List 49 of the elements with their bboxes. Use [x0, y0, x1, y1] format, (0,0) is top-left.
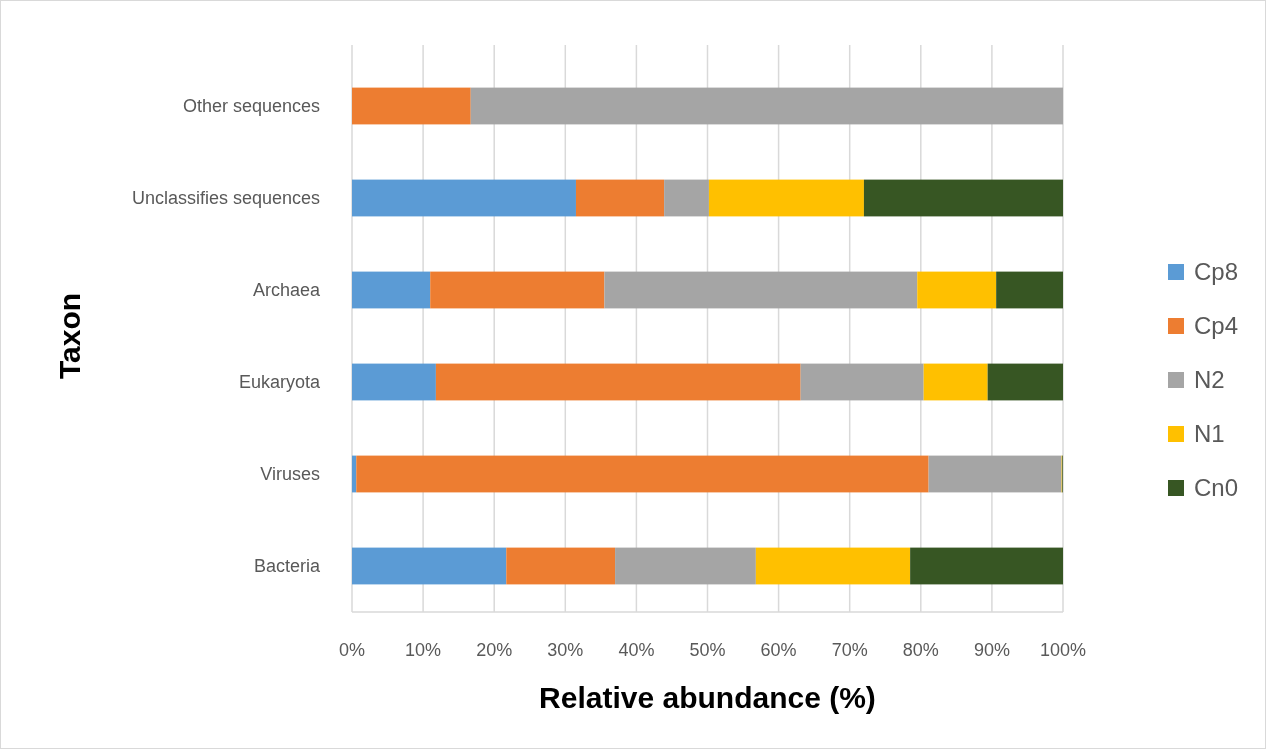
x-tick-label: 80%	[902, 640, 939, 660]
bar	[923, 363, 988, 401]
bar	[910, 547, 1063, 585]
x-tick-label: 100%	[1039, 640, 1087, 660]
bar	[352, 271, 431, 309]
y-tick-label: Bacteria	[253, 556, 321, 577]
legend-label: Cp8	[1194, 258, 1239, 286]
bar	[352, 179, 576, 217]
bar	[615, 547, 756, 585]
y-tick-label: Eukaryota	[238, 372, 321, 393]
bar	[755, 547, 911, 585]
bar	[987, 363, 1063, 401]
legend-label: Cp4	[1194, 312, 1239, 340]
x-tick-label: 70%	[831, 640, 868, 660]
bar	[604, 271, 918, 309]
x-tick-label: 20%	[476, 640, 513, 660]
legend-label: N1	[1194, 420, 1225, 448]
y-axis-title: Taxon	[53, 292, 86, 380]
y-tick-label: Viruses	[260, 464, 320, 485]
bar	[435, 363, 801, 401]
bar	[996, 271, 1063, 309]
x-tick-label: 30%	[547, 640, 584, 660]
bar	[506, 547, 616, 585]
bar	[352, 455, 357, 493]
x-tick-label: 60%	[760, 640, 797, 660]
x-tick-label: 50%	[689, 640, 726, 660]
bar	[352, 87, 471, 125]
bar	[356, 455, 929, 493]
bar	[352, 363, 436, 401]
bar	[352, 547, 507, 585]
y-tick-label: Archaea	[252, 280, 321, 301]
x-tick-label: 10%	[405, 640, 442, 660]
bar	[917, 271, 997, 309]
bar	[575, 179, 665, 217]
bar	[708, 179, 864, 217]
x-axis-title: Relative abundance (%)	[539, 681, 876, 714]
y-tick-label: Unclassifies sequences	[131, 188, 320, 209]
x-tick-label: 90%	[973, 640, 1010, 660]
legend-label: N2	[1194, 366, 1225, 394]
bar	[800, 363, 924, 401]
x-tick-label: 40%	[618, 640, 655, 660]
bar	[928, 455, 1062, 493]
x-tick-label: 0%	[338, 640, 366, 660]
bar	[470, 87, 1063, 125]
bar	[430, 271, 605, 309]
bar	[664, 179, 709, 217]
bar	[863, 179, 1063, 217]
legend-label: Cn0	[1194, 474, 1239, 502]
y-tick-label: Other sequences	[182, 96, 320, 117]
